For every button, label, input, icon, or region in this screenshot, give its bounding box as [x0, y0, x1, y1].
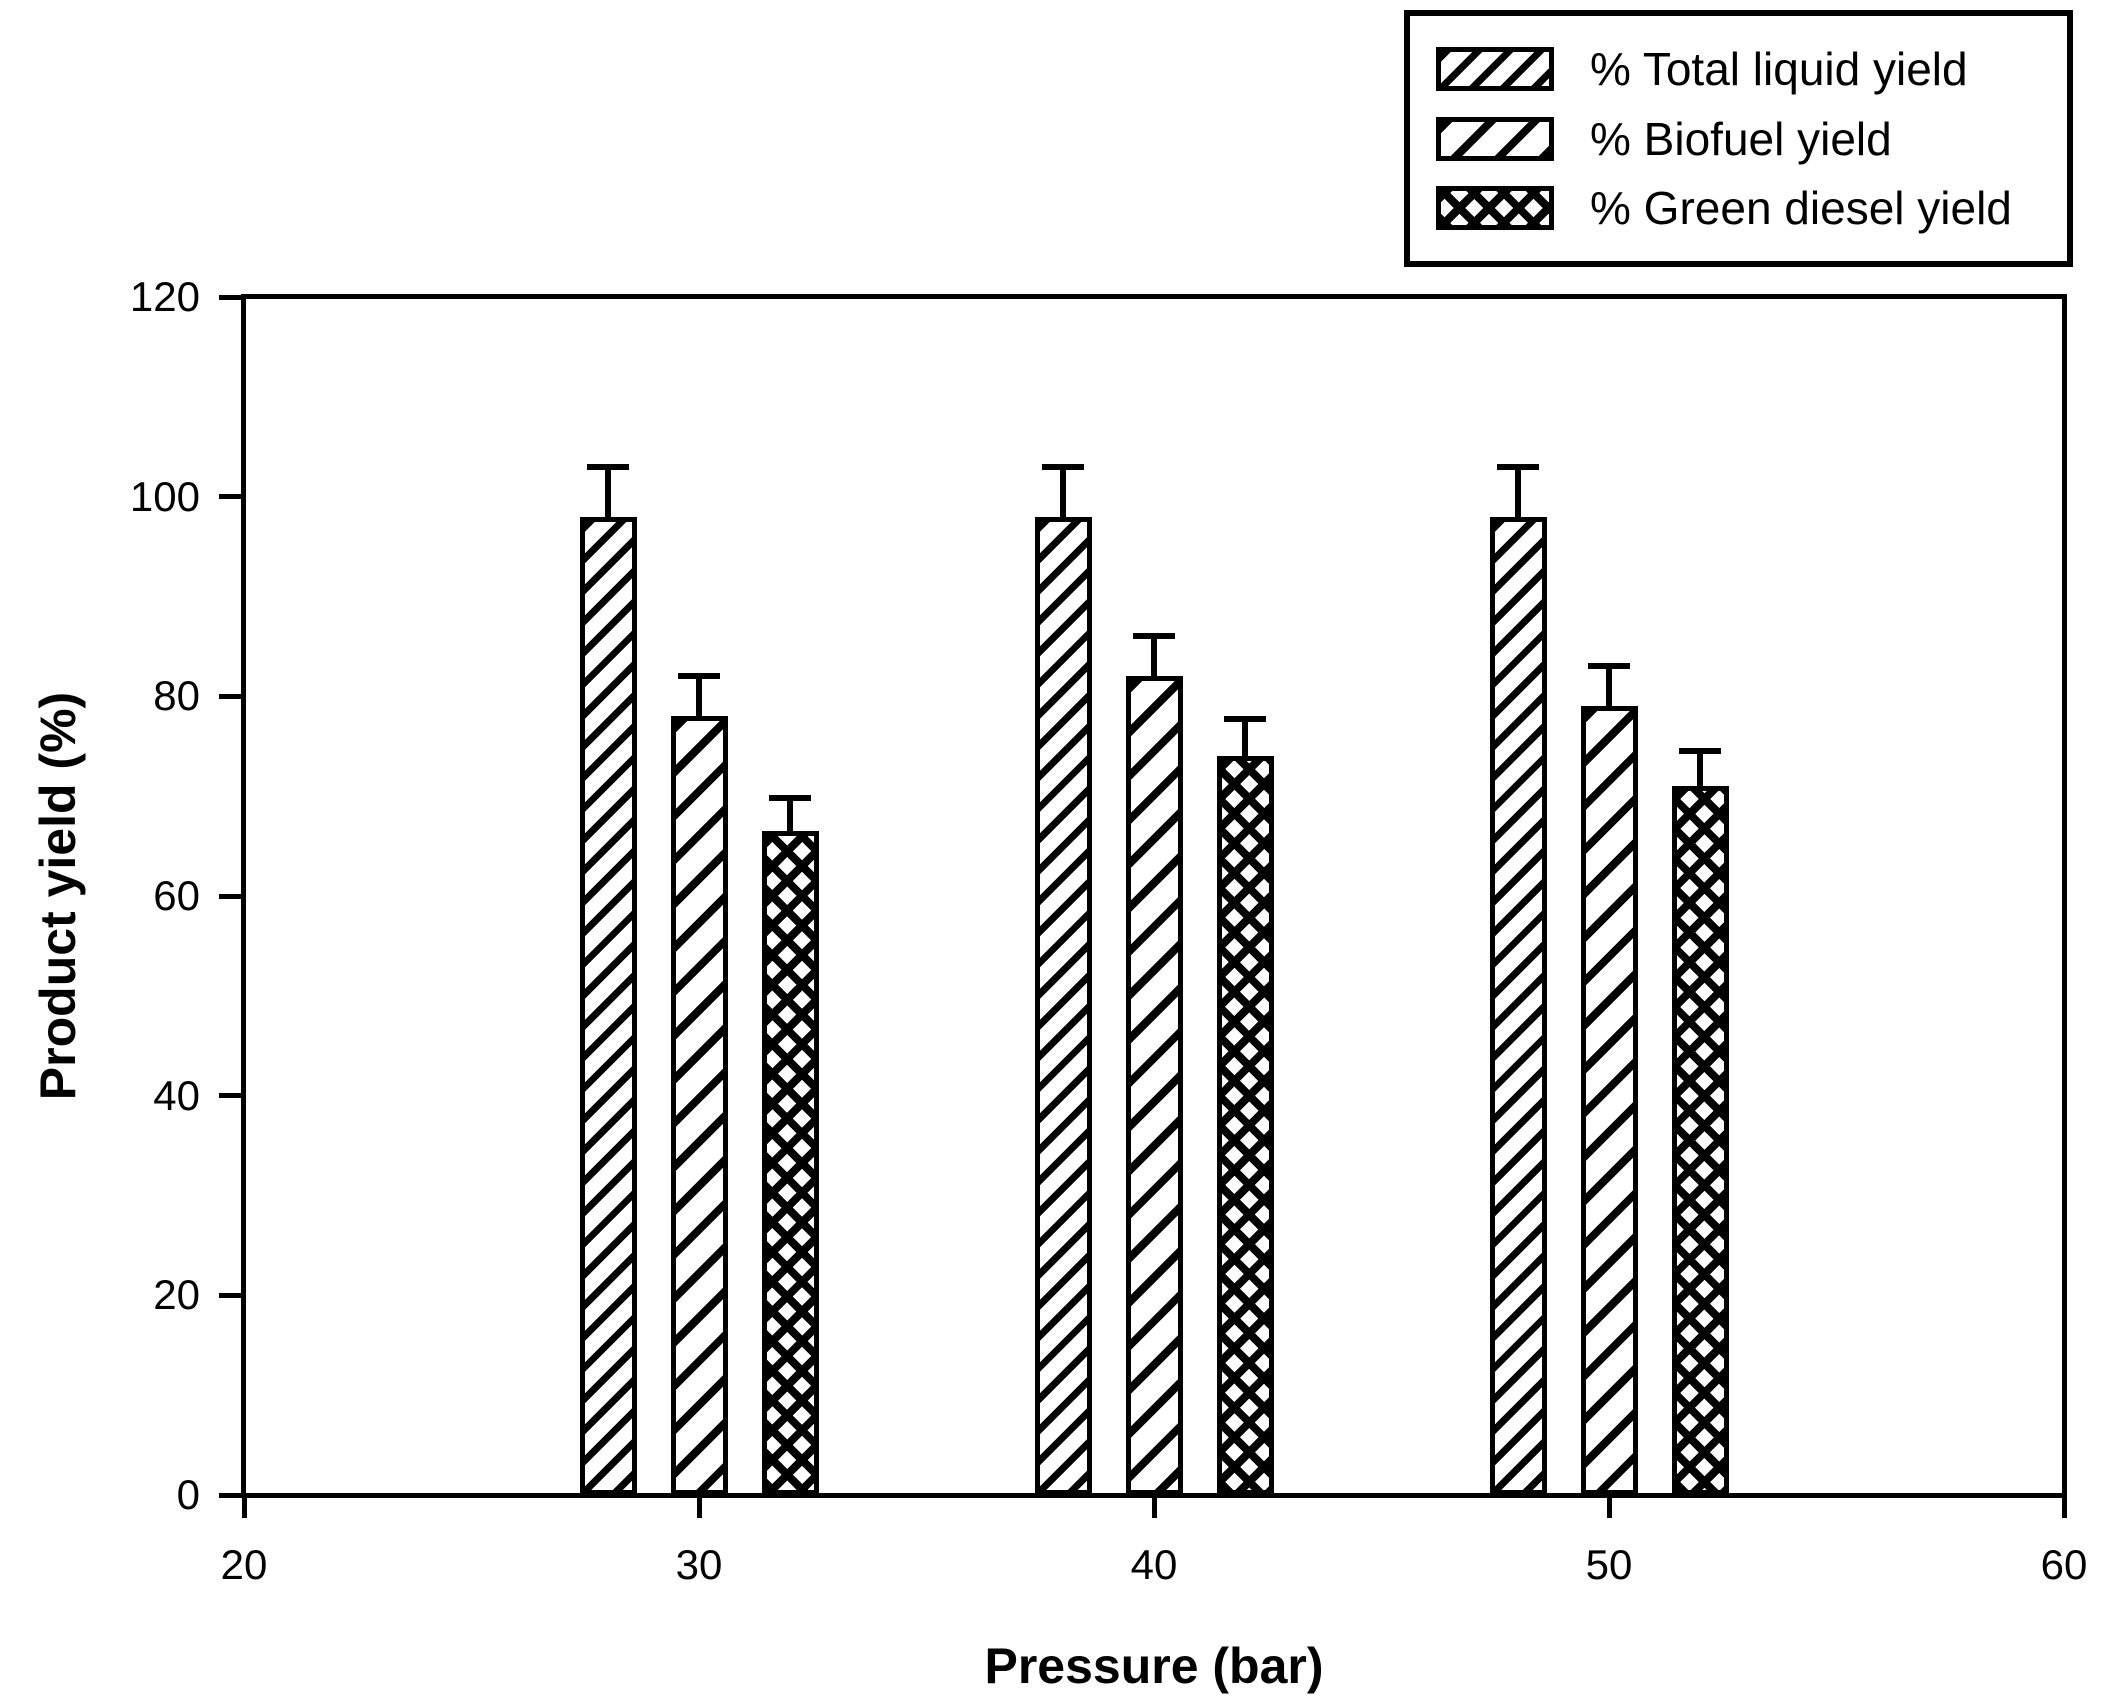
bar--total-liquid-yield40 — [1034, 516, 1092, 1495]
error-bar-stem — [1606, 666, 1612, 707]
error-bar-stem — [696, 676, 702, 717]
legend-label: % Total liquid yield — [1590, 42, 1968, 95]
y-tick — [219, 893, 244, 899]
error-bar-cap — [678, 673, 720, 680]
x-tick-label: 40 — [1130, 1541, 1178, 1588]
bar--total-liquid-yield50 — [1489, 516, 1547, 1495]
error-bar-stem — [1242, 719, 1248, 757]
error-bar-cap — [1679, 748, 1721, 755]
x-tick-label: 60 — [2040, 1541, 2088, 1588]
error-bar-cap — [1588, 663, 1630, 670]
y-tick-label: 100 — [129, 472, 200, 520]
legend-swatch-biofuel-icon — [1436, 116, 1554, 161]
error-bar-stem — [1697, 751, 1703, 787]
error-bar-cap — [1497, 463, 1539, 470]
y-tick — [219, 294, 244, 300]
y-axis-label: Product yield (%) — [30, 691, 86, 1101]
y-tick — [219, 494, 244, 500]
y-tick — [219, 1093, 244, 1099]
error-bar-stem — [1515, 466, 1521, 517]
error-bar-cap — [1133, 633, 1175, 640]
error-bar-stem — [787, 798, 793, 832]
y-tick — [219, 693, 244, 699]
bar--biofuel-yield30 — [670, 716, 728, 1495]
x-tick — [1151, 1493, 1157, 1518]
legend: % Total liquid yield % Biofuel yield % G… — [1404, 10, 2073, 267]
y-tick-label: 0 — [176, 1471, 200, 1518]
x-tick-label: 30 — [675, 1541, 723, 1588]
bar--green-diesel-yield40 — [1216, 756, 1274, 1495]
x-axis-label: Pressure (bar) — [984, 1638, 1324, 1694]
error-bar-cap — [587, 463, 629, 470]
legend-item-total-liquid: % Total liquid yield — [1436, 44, 2057, 94]
bar--biofuel-yield50 — [1580, 706, 1638, 1495]
legend-item-biofuel: % Biofuel yield — [1436, 114, 2057, 164]
error-bar-cap — [769, 795, 811, 802]
legend-swatch-total-liquid-icon — [1436, 46, 1554, 91]
x-tick — [1606, 1493, 1612, 1518]
legend-item-green-diesel: % Green diesel yield — [1436, 183, 2057, 233]
x-tick — [241, 1493, 247, 1518]
x-tick-label: 50 — [1585, 1541, 1633, 1588]
y-tick-label: 80 — [153, 672, 200, 720]
error-bar-stem — [605, 466, 611, 517]
bar--biofuel-yield40 — [1125, 676, 1183, 1495]
error-bar-stem — [1151, 636, 1157, 677]
legend-swatch-green-diesel-icon — [1436, 186, 1554, 231]
x-tick — [696, 1493, 702, 1518]
x-tick — [2061, 1493, 2067, 1518]
y-tick-label: 40 — [153, 1071, 200, 1119]
y-tick — [219, 1292, 244, 1298]
x-tick-label: 20 — [220, 1541, 268, 1588]
bar--total-liquid-yield30 — [579, 516, 637, 1495]
y-tick-label: 20 — [153, 1271, 200, 1319]
y-tick — [219, 1492, 244, 1498]
y-tick-label: 120 — [129, 273, 200, 320]
bar--green-diesel-yield50 — [1671, 786, 1729, 1495]
error-bar-cap — [1042, 463, 1084, 470]
legend-label: % Biofuel yield — [1590, 112, 1892, 165]
legend-label: % Green diesel yield — [1590, 182, 2012, 235]
y-tick-label: 60 — [153, 872, 200, 919]
error-bar-stem — [1060, 466, 1066, 517]
error-bar-cap — [1224, 716, 1266, 723]
bar--green-diesel-yield30 — [761, 831, 819, 1495]
